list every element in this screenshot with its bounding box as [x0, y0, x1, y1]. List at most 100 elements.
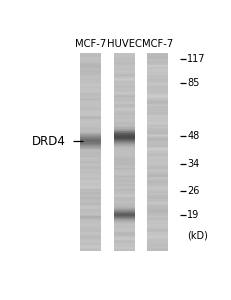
Bar	[114, 83, 135, 84]
Bar	[147, 126, 168, 127]
Bar	[147, 244, 168, 245]
Bar	[147, 149, 168, 150]
Bar	[114, 161, 135, 162]
Bar	[80, 210, 101, 211]
Bar	[114, 106, 135, 107]
Bar	[114, 151, 135, 152]
Bar	[80, 140, 101, 141]
Bar	[80, 151, 101, 152]
Bar	[147, 148, 168, 149]
Bar	[147, 230, 168, 231]
Bar	[114, 226, 135, 227]
Bar	[80, 122, 101, 123]
Bar	[80, 133, 101, 134]
Bar	[147, 75, 168, 76]
Bar	[80, 108, 101, 109]
Bar	[147, 117, 168, 118]
Bar	[114, 225, 135, 226]
Bar	[114, 165, 135, 166]
Bar	[147, 59, 168, 60]
Bar	[114, 88, 135, 89]
Bar	[80, 141, 101, 142]
Bar	[114, 217, 135, 218]
Bar	[114, 70, 135, 71]
Bar	[114, 120, 135, 121]
Bar	[147, 136, 168, 137]
Bar	[114, 199, 135, 200]
Bar	[80, 205, 101, 206]
Bar	[80, 71, 101, 72]
Bar	[114, 116, 135, 117]
Bar	[114, 244, 135, 245]
Bar	[147, 220, 168, 221]
Bar	[80, 127, 101, 128]
Bar	[147, 171, 168, 172]
Bar	[80, 96, 101, 97]
Bar	[147, 245, 168, 246]
Bar	[80, 180, 101, 181]
Bar	[114, 188, 135, 189]
Bar	[80, 106, 101, 107]
Bar	[80, 234, 101, 235]
Bar	[114, 58, 135, 59]
Bar	[80, 139, 101, 140]
Bar	[114, 92, 135, 93]
Bar	[80, 178, 101, 179]
Bar	[147, 143, 168, 144]
Bar	[114, 74, 135, 75]
Bar	[114, 243, 135, 244]
Bar	[80, 69, 101, 70]
Bar	[114, 138, 135, 139]
Bar	[114, 87, 135, 88]
Text: 85: 85	[187, 78, 200, 88]
Bar	[114, 62, 135, 63]
Bar	[80, 98, 101, 99]
Bar	[114, 56, 135, 57]
Bar	[147, 205, 168, 206]
Bar	[80, 123, 101, 124]
Bar	[80, 120, 101, 121]
Bar	[80, 75, 101, 76]
Bar	[147, 120, 168, 121]
Bar	[80, 225, 101, 226]
Bar	[114, 75, 135, 76]
Bar	[147, 78, 168, 79]
Bar	[80, 160, 101, 161]
Bar	[80, 172, 101, 173]
Bar	[147, 152, 168, 153]
Bar	[114, 94, 135, 95]
Bar	[114, 166, 135, 167]
Bar	[80, 82, 101, 83]
Bar	[114, 77, 135, 78]
Bar	[80, 90, 101, 91]
Bar	[147, 74, 168, 75]
Bar	[114, 150, 135, 151]
Bar	[114, 57, 135, 58]
Bar	[147, 95, 168, 96]
Bar	[147, 224, 168, 225]
Bar	[80, 249, 101, 250]
Bar	[147, 81, 168, 82]
Text: MCF-7: MCF-7	[75, 39, 106, 49]
Bar	[147, 238, 168, 239]
Bar	[114, 245, 135, 246]
Bar	[114, 158, 135, 159]
Bar	[80, 146, 101, 147]
Bar	[114, 241, 135, 242]
Bar	[147, 184, 168, 185]
Bar	[114, 100, 135, 101]
Bar	[114, 169, 135, 170]
Bar	[80, 212, 101, 213]
Bar	[147, 141, 168, 142]
Bar	[147, 245, 168, 246]
Bar	[114, 147, 135, 148]
Bar	[80, 84, 101, 85]
Bar	[114, 108, 135, 109]
Bar	[114, 128, 135, 129]
Bar	[147, 147, 168, 148]
Bar	[147, 97, 168, 98]
Bar	[80, 158, 101, 159]
Bar	[80, 105, 101, 106]
Bar	[114, 228, 135, 229]
Bar	[80, 163, 101, 164]
